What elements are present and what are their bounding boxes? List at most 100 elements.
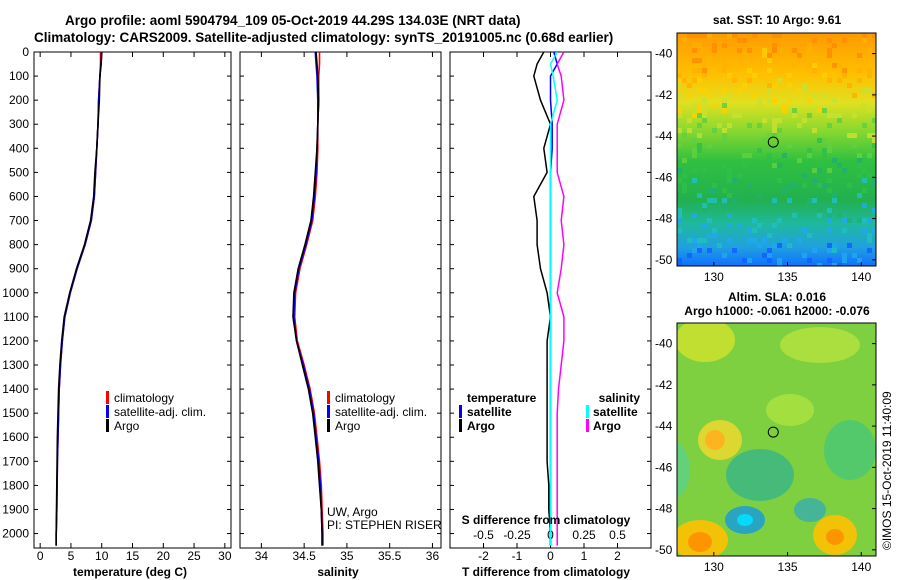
series-line-salinity-argo [556,52,565,546]
sst-pixel [742,153,747,158]
sst-pixel [727,213,732,218]
sst-pixel [832,198,837,203]
sst-pixel [867,68,872,73]
sst-pixel [832,63,837,68]
sst-pixel [867,153,872,158]
sla-anomaly [737,514,753,526]
sst-pixel [842,253,847,258]
sst-pixel [857,78,862,83]
legend-swatch-temp-argo [459,419,462,432]
sst-pixel [767,88,772,93]
depth-tick-label: 1200 [2,334,29,348]
sst-pixel [772,198,777,203]
map-y-tick-label: -42 [655,88,673,102]
sst-pixel [772,128,777,133]
x-tick-label: 34 [255,549,269,563]
map-y-tick-label: -48 [655,502,673,516]
sst-pixel [732,248,737,253]
sst-pixel [782,153,787,158]
x-tick-label: 1 [581,549,588,563]
sst-pixel [807,48,812,53]
sst-pixel [847,183,852,188]
sst-pixel [822,73,827,78]
depth-tick-label: 900 [9,262,29,276]
depth-tick-label: 1900 [2,502,29,516]
series-line-temperature-argo [533,52,552,546]
sst-pixel [847,243,852,248]
sst-pixel [702,118,707,123]
sst-pixel [752,238,757,243]
sst-pixel [712,183,717,188]
sst-pixel [857,258,862,263]
sst-pixel [837,263,842,266]
sla-map-title-line2: Argo h1000: -0.061 h2000: -0.076 [684,304,870,318]
map-y-tick-label: -40 [655,337,673,351]
figure-title-line2: Climatology: CARS2009. Satellite-adjuste… [34,30,614,45]
sst-pixel [722,253,727,258]
sst-pixel [862,188,867,193]
sst-pixel [827,218,832,223]
sst-pixel [772,203,777,208]
sst-pixel [812,178,817,183]
sst-pixel [862,203,867,208]
sst-pixel [692,33,697,38]
sst-pixel [817,168,822,173]
sst-pixel [692,203,697,208]
sst-pixel [862,178,867,183]
sst-pixel [762,118,767,123]
sst-pixel [857,68,862,73]
depth-tick-label: 1700 [2,454,29,468]
sst-pixel [697,58,702,63]
sst-pixel [722,163,727,168]
sla-anomaly [677,441,690,499]
sst-pixel [772,83,777,88]
sst-pixel [767,248,772,253]
sst-pixel [737,223,742,228]
sst-pixel [847,218,852,223]
sst-pixel [712,188,717,193]
sst-pixel [802,173,807,178]
depth-tick-label: 400 [9,141,29,155]
sst-pixel [872,183,876,188]
sst-pixel [697,68,702,73]
map-x-tick-label: 140 [851,560,871,574]
sst-pixel [812,128,817,133]
sst-pixel [707,198,712,203]
legend-swatch-climatology [106,391,109,404]
depth-tick-label: 1800 [2,478,29,492]
sst-pixel [727,223,732,228]
sst-field-texture [677,33,876,266]
sst-pixel [837,63,842,68]
sst-pixel [697,43,702,48]
sst-pixel [702,33,707,38]
sst-pixel [732,113,737,118]
legend-label-climatology: climatology [114,391,174,405]
sst-pixel [787,143,792,148]
sst-pixel [767,233,772,238]
sst-pixel [787,73,792,78]
sst-pixel [727,238,732,243]
sst-pixel [772,133,777,138]
sst-pixel [682,158,687,163]
sst-pixel [767,158,772,163]
sla-anomaly [794,498,826,522]
sst-pixel [677,213,682,218]
sla-anomaly [826,529,844,545]
sst-pixel [872,133,876,138]
sst-pixel [757,203,762,208]
sst-pixel [872,143,876,148]
sla-anomaly [688,532,712,552]
sst-pixel [832,113,837,118]
sst-pixel [827,248,832,253]
sst-pixel [707,93,712,98]
sst-pixel [792,48,797,53]
imos-timestamp: ©IMOS 15-Oct-2019 11:40:09 [880,391,894,550]
map-x-tick-label: 140 [851,270,871,284]
sst-pixel [867,233,872,238]
s-tick-label: 0.5 [609,528,626,542]
depth-tick-label: 1300 [2,358,29,372]
sst-pixel [807,63,812,68]
sst-pixel [762,48,767,53]
sst-pixel [727,173,732,178]
series-line-argo [55,52,103,546]
